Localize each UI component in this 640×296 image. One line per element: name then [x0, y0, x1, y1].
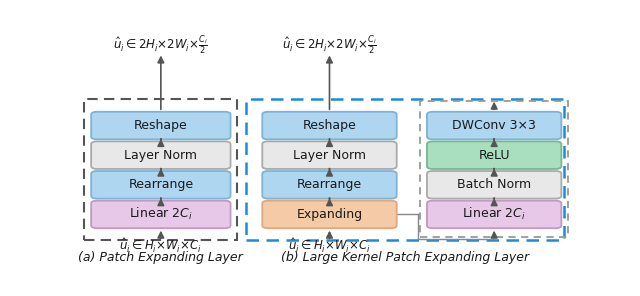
- Text: (a) Patch Expanding Layer: (a) Patch Expanding Layer: [79, 251, 243, 264]
- FancyBboxPatch shape: [262, 201, 397, 228]
- FancyBboxPatch shape: [262, 112, 397, 139]
- FancyBboxPatch shape: [427, 171, 561, 199]
- Text: ReLU: ReLU: [479, 149, 510, 162]
- Bar: [246, 99, 564, 240]
- FancyBboxPatch shape: [427, 201, 561, 228]
- Bar: [420, 101, 568, 237]
- Text: Expanding: Expanding: [296, 208, 362, 221]
- Text: Linear $2C_i$: Linear $2C_i$: [462, 206, 526, 223]
- Text: Layer Norm: Layer Norm: [124, 149, 197, 162]
- FancyBboxPatch shape: [262, 171, 397, 199]
- FancyBboxPatch shape: [91, 141, 230, 169]
- FancyBboxPatch shape: [91, 112, 230, 139]
- Bar: [84, 99, 237, 240]
- FancyBboxPatch shape: [427, 141, 561, 169]
- FancyBboxPatch shape: [91, 201, 230, 228]
- Text: Reshape: Reshape: [303, 119, 356, 132]
- Text: Linear $2C_i$: Linear $2C_i$: [129, 206, 193, 223]
- Text: $\hat{u}_i \in 2H_i{\times}2W_i{\times}\frac{C_i}{2}$: $\hat{u}_i \in 2H_i{\times}2W_i{\times}\…: [113, 34, 209, 57]
- Text: Rearrange: Rearrange: [297, 178, 362, 191]
- Text: Layer Norm: Layer Norm: [293, 149, 366, 162]
- Text: $\hat{u}_i \in H_i{\times}W_i{\times}C_i$: $\hat{u}_i \in H_i{\times}W_i{\times}C_i…: [120, 237, 202, 255]
- Text: Reshape: Reshape: [134, 119, 188, 132]
- FancyBboxPatch shape: [262, 141, 397, 169]
- Text: Rearrange: Rearrange: [128, 178, 193, 191]
- Text: $\hat{u}_i \in 2H_i{\times}2W_i{\times}\frac{C_i}{2}$: $\hat{u}_i \in 2H_i{\times}2W_i{\times}\…: [282, 34, 377, 57]
- FancyBboxPatch shape: [91, 171, 230, 199]
- FancyBboxPatch shape: [427, 112, 561, 139]
- Text: Batch Norm: Batch Norm: [457, 178, 531, 191]
- Text: DWConv 3×3: DWConv 3×3: [452, 119, 536, 132]
- Text: $\hat{u}_i \in H_i{\times}W_i{\times}C_i$: $\hat{u}_i \in H_i{\times}W_i{\times}C_i…: [288, 237, 371, 255]
- Text: (b) Large Kernel Patch Expanding Layer: (b) Large Kernel Patch Expanding Layer: [281, 251, 529, 264]
